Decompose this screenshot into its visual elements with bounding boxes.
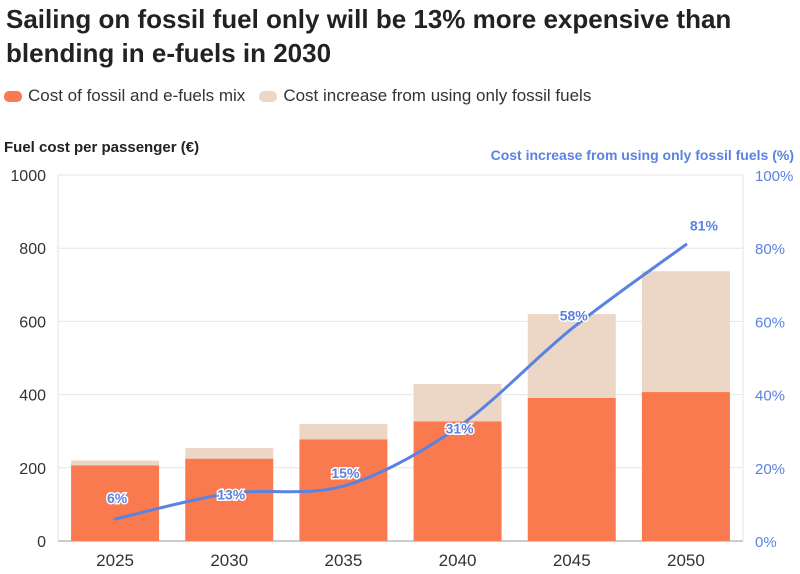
legend-item-mix: Cost of fossil and e-fuels mix xyxy=(4,86,245,106)
bar-increase xyxy=(299,423,388,440)
legend-label-mix: Cost of fossil and e-fuels mix xyxy=(28,86,246,105)
x-tick-label: 2030 xyxy=(210,551,248,570)
legend-swatch-increase xyxy=(259,90,278,102)
bar-mix xyxy=(527,397,616,541)
y-tick-label: 400 xyxy=(19,388,46,405)
legend-item-increase: Cost increase from using only fossil fue… xyxy=(259,86,591,106)
y-tick-label: 200 xyxy=(19,461,46,478)
x-tick-label: 2050 xyxy=(667,551,705,570)
x-tick-label: 2045 xyxy=(553,551,591,570)
y2-tick-label: 100% xyxy=(755,168,793,185)
y2-tick-label: 0% xyxy=(755,534,777,551)
y-tick-label: 600 xyxy=(19,314,46,331)
y2-tick-label: 60% xyxy=(755,314,785,331)
bar-mix xyxy=(641,392,730,541)
line-data-label: 31% xyxy=(446,421,475,437)
line-data-label: 6% xyxy=(107,490,128,506)
series-line xyxy=(113,243,688,521)
x-tick-label: 2035 xyxy=(325,551,363,570)
bar-increase xyxy=(641,271,730,393)
line-data-label: 81% xyxy=(690,218,719,234)
chart-title: Sailing on fossil fuel only will be 13% … xyxy=(6,4,732,68)
legend: Cost of fossil and e-fuels mix Cost incr… xyxy=(4,86,591,106)
line-data-label: 15% xyxy=(331,465,360,481)
bar-mix xyxy=(71,465,160,541)
bar-mix xyxy=(413,421,502,541)
line-data-label: 13% xyxy=(217,486,246,502)
legend-label-increase: Cost increase from using only fossil fue… xyxy=(283,86,592,105)
y-tick-label: 800 xyxy=(19,241,46,258)
y-tick-label: 0 xyxy=(37,534,46,551)
legend-swatch-mix xyxy=(4,90,22,102)
y-tick-label: 1000 xyxy=(10,168,46,185)
y2-axis-title: Cost increase from using only fossil fue… xyxy=(490,147,794,163)
y2-tick-label: 80% xyxy=(755,241,785,258)
line-data-label: 58% xyxy=(560,308,589,324)
bar-increase xyxy=(71,460,160,466)
bar-increase xyxy=(185,448,274,459)
x-tick-label: 2025 xyxy=(96,551,134,570)
y2-tick-label: 20% xyxy=(755,461,785,478)
y-axis-title: Fuel cost per passenger (€) xyxy=(4,139,200,156)
y2-tick-label: 40% xyxy=(755,388,785,405)
x-tick-label: 2040 xyxy=(439,551,477,570)
